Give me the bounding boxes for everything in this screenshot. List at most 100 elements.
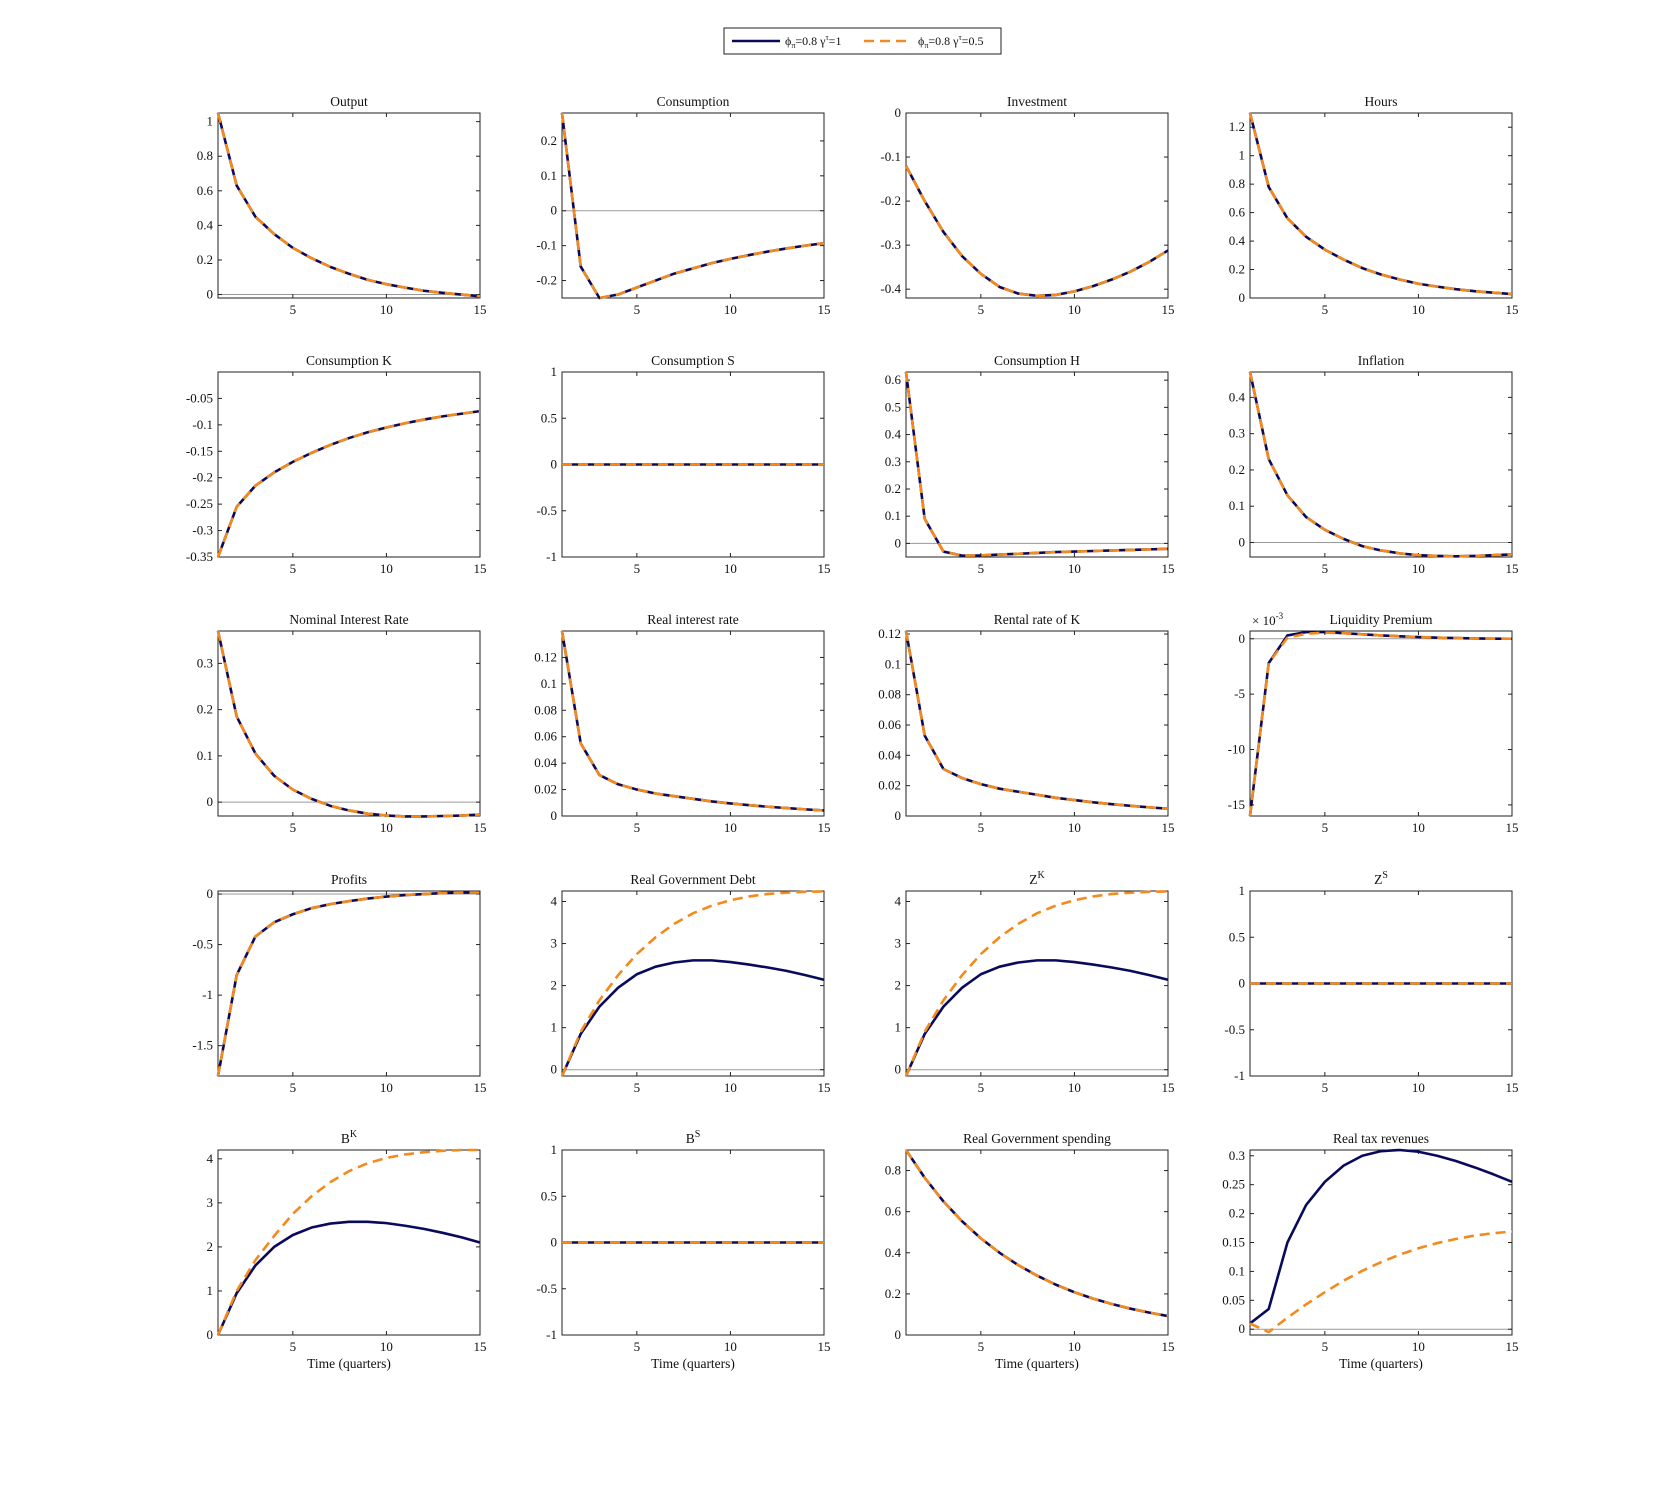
y-tick-label: 0.2 bbox=[197, 252, 213, 267]
x-tick-label: 5 bbox=[1322, 1080, 1329, 1095]
y-tick-label: 0 bbox=[207, 794, 214, 809]
y-tick-label: 0.2 bbox=[541, 133, 557, 148]
x-tick-label: 5 bbox=[1322, 302, 1329, 317]
y-tick-label: 0 bbox=[551, 457, 558, 472]
y-tick-label: 0.8 bbox=[885, 1163, 901, 1178]
panel-title: Rental rate of K bbox=[994, 612, 1081, 627]
y-tick-label: 0 bbox=[1239, 290, 1246, 305]
series-line-1 bbox=[1248, 630, 1513, 817]
series-line-1 bbox=[216, 1220, 481, 1336]
panel-title: Real Government Debt bbox=[630, 872, 755, 887]
x-tick-label: 5 bbox=[1322, 820, 1329, 835]
y-tick-label: -1 bbox=[546, 1327, 557, 1342]
panel-18: 5 10 15 0 0.2 0.4 0.6 0.8 Real Government spendi… bbox=[885, 1131, 1175, 1371]
y-tick-label: 0.6 bbox=[197, 183, 214, 198]
axes-frame bbox=[561, 112, 825, 299]
panel-title: Real interest rate bbox=[647, 612, 738, 627]
y-tick-label: 0 bbox=[207, 886, 214, 901]
y-tick-label: 0.5 bbox=[541, 410, 557, 425]
y-tick-label: 4 bbox=[207, 1151, 214, 1166]
y-tick-label: 0.8 bbox=[197, 148, 213, 163]
x-tick-label: 5 bbox=[634, 561, 641, 576]
x-tick-label: 5 bbox=[634, 1080, 641, 1095]
series-line-2 bbox=[1249, 1230, 1513, 1334]
axes-frame bbox=[217, 890, 481, 1077]
panel-4: 5 10 15 -0.35 -0.3 -0.25 -0.2 -0.15 -0.1 -0.05 Con… bbox=[186, 353, 487, 576]
x-tick-label: 5 bbox=[290, 302, 297, 317]
y-tick-label: -0.1 bbox=[192, 417, 213, 432]
series-line-1 bbox=[1248, 371, 1513, 558]
series-line-2 bbox=[904, 1149, 1169, 1318]
y-tick-label: 0 bbox=[895, 535, 902, 550]
y-tick-label: 0.3 bbox=[197, 655, 213, 670]
y-tick-label: -15 bbox=[1228, 797, 1245, 812]
y-tick-label: 0 bbox=[551, 203, 558, 218]
y-tick-label: 0.2 bbox=[1229, 462, 1245, 477]
x-axis-label: Time (quarters) bbox=[995, 1356, 1079, 1371]
x-tick-label: 10 bbox=[724, 820, 737, 835]
y-tick-label: 0.1 bbox=[541, 676, 557, 691]
axes-frame bbox=[905, 1149, 1169, 1336]
y-tick-label: 4 bbox=[551, 894, 558, 909]
axes-frame bbox=[905, 112, 1169, 299]
y-tick-label: 0.04 bbox=[534, 755, 557, 770]
y-tick-label: -0.05 bbox=[186, 390, 213, 405]
panel-0: 5 10 15 0 0.2 0.4 0.6 0.8 1 Output bbox=[197, 94, 487, 317]
panel-title: Consumption H bbox=[994, 353, 1080, 368]
y-tick-label: 1.2 bbox=[1229, 119, 1245, 134]
series-line-2 bbox=[1248, 631, 1513, 817]
panel-12: 5 10 15 -1.5 -1 -0.5 0 Profits bbox=[192, 872, 486, 1095]
x-tick-label: 5 bbox=[1322, 561, 1329, 576]
axes-frame bbox=[1249, 371, 1513, 558]
y-tick-label: 0 bbox=[895, 1062, 902, 1077]
y-tick-label: -10 bbox=[1228, 742, 1245, 757]
x-tick-label: 10 bbox=[1412, 561, 1425, 576]
y-tick-label: 0.2 bbox=[885, 481, 901, 496]
y-tick-label: 0.5 bbox=[1229, 929, 1245, 944]
x-tick-label: 10 bbox=[380, 1339, 393, 1354]
x-tick-label: 10 bbox=[1412, 302, 1425, 317]
series-line-1 bbox=[1248, 112, 1513, 296]
panel-13: 5 10 15 0 1 2 3 4 Real Government Debt bbox=[551, 872, 831, 1095]
panel-title: Output bbox=[330, 94, 368, 109]
x-tick-label: 5 bbox=[290, 561, 297, 576]
y-tick-label: -0.5 bbox=[536, 503, 557, 518]
series-line-1 bbox=[560, 959, 825, 1077]
y-tick-label: 0.5 bbox=[541, 1188, 557, 1203]
x-tick-label: 10 bbox=[1068, 302, 1081, 317]
x-tick-label: 5 bbox=[978, 1080, 985, 1095]
x-tick-label: 15 bbox=[1506, 1339, 1519, 1354]
x-axis-label: Time (quarters) bbox=[1339, 1356, 1423, 1371]
y-tick-label: 0.06 bbox=[878, 717, 901, 732]
series-line-2 bbox=[216, 630, 481, 818]
panel-5: 5 10 15 -1 -0.5 0 0.5 1 Consumption S bbox=[536, 353, 830, 576]
y-tick-label: 1 bbox=[207, 114, 214, 129]
panel-16: 5 10 15 0 1 2 3 4 BK Time (quarters) bbox=[207, 1129, 487, 1371]
x-tick-label: 15 bbox=[818, 1080, 831, 1095]
y-tick-label: 0 bbox=[895, 1327, 902, 1342]
x-tick-label: 15 bbox=[474, 561, 487, 576]
x-tick-label: 15 bbox=[1162, 1080, 1175, 1095]
y-tick-label: -0.35 bbox=[186, 549, 213, 564]
panel-title: ZK bbox=[1029, 870, 1045, 887]
y-tick-label: 1 bbox=[551, 364, 558, 379]
y-tick-label: 3 bbox=[207, 1195, 214, 1210]
y-tick-label: -0.2 bbox=[880, 193, 901, 208]
y-tick-label: 0.4 bbox=[885, 1245, 902, 1260]
y-tick-label: 0.3 bbox=[1229, 1148, 1245, 1163]
y-tick-label: 1 bbox=[207, 1283, 214, 1298]
y-tick-label: 0.08 bbox=[878, 687, 901, 702]
y-tick-label: 0.2 bbox=[1229, 1206, 1245, 1221]
y-tick-label: -1 bbox=[202, 987, 213, 1002]
panel-15: 5 10 15 -1 -0.5 0 0.5 1 ZS bbox=[1224, 870, 1518, 1095]
x-tick-label: 15 bbox=[1506, 561, 1519, 576]
panel-14: 5 10 15 0 1 2 3 4 ZK bbox=[895, 870, 1175, 1095]
y-tick-label: 0 bbox=[551, 1062, 558, 1077]
y-tick-label: 0.02 bbox=[878, 778, 901, 793]
y-tick-label: 0 bbox=[207, 1327, 214, 1342]
panel-title: Consumption S bbox=[651, 353, 735, 368]
y-tick-label: 0.08 bbox=[534, 702, 557, 717]
panel-title: Liquidity Premium bbox=[1329, 612, 1433, 627]
